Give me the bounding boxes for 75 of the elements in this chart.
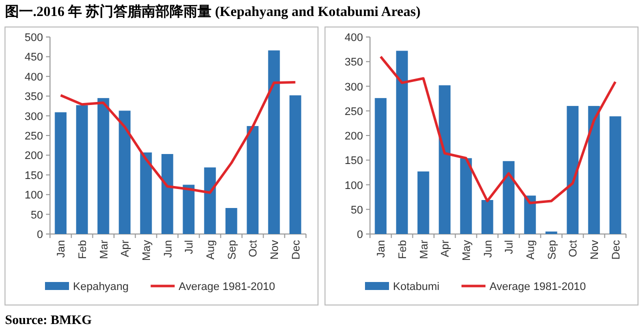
x-tick-label: Nov	[269, 240, 281, 260]
bar	[161, 154, 174, 234]
bar	[502, 161, 515, 234]
x-tick-label: Aug	[205, 240, 217, 260]
x-tick-label: Aug	[525, 240, 537, 260]
x-tick-label: Sep	[546, 240, 558, 260]
source-note: Source: BMKG	[5, 312, 92, 327]
x-tick-label: Oct	[568, 240, 580, 258]
bar	[374, 98, 387, 234]
bar	[438, 85, 451, 234]
y-tick-label: 350	[344, 56, 363, 69]
x-tick-label: Jun	[162, 240, 174, 258]
line-series	[379, 55, 617, 204]
y-tick-label: 250	[344, 106, 363, 118]
y-tick-label: 400	[344, 32, 363, 44]
y-tick-label: 300	[24, 110, 43, 123]
x-tick-label: Jun	[482, 240, 494, 258]
bar	[118, 110, 131, 234]
legend-label: Average 1981-2010	[489, 281, 586, 293]
bar	[289, 95, 302, 234]
x-tick-label: Jan	[376, 240, 388, 258]
y-tick-label: 350	[24, 91, 43, 104]
bar	[76, 105, 88, 234]
x-tick-label: Dec	[610, 240, 622, 260]
bar	[268, 50, 280, 234]
bar	[588, 106, 600, 234]
bar	[396, 50, 408, 234]
chart-title: 图一.2016 年 苏门答腊南部降雨量 (Kepahyang and Kotabumi Areas)	[5, 3, 421, 20]
y-tick-label: 400	[24, 71, 43, 84]
x-tick-label: Apr	[440, 240, 452, 258]
y-tick-label: 450	[24, 52, 43, 64]
bar	[524, 196, 536, 234]
line-series	[59, 81, 297, 194]
bar	[460, 158, 472, 234]
x-tick-label: May	[461, 240, 473, 261]
legend-label: Average 1981-2010	[178, 281, 276, 293]
x-tick-label: Jul	[504, 240, 516, 254]
x-tick-label: Feb	[397, 240, 409, 259]
x-tick-label: Dec	[290, 240, 302, 260]
bar	[481, 200, 494, 234]
x-tick-label: Nov	[589, 240, 601, 260]
bar	[225, 208, 238, 234]
y-tick-label: 50	[350, 204, 363, 216]
x-tick-label: Oct	[248, 240, 260, 258]
y-tick-label: 200	[344, 130, 363, 142]
x-tick-label: Sep	[226, 240, 238, 260]
y-tick-label: 150	[344, 155, 363, 168]
bar	[246, 126, 259, 234]
bar	[97, 98, 110, 234]
y-tick-label: 500	[24, 32, 43, 44]
y-tick-label: 0	[356, 229, 363, 241]
y-tick-label: 200	[24, 150, 43, 162]
bar	[140, 152, 152, 234]
bar	[566, 106, 579, 234]
x-tick-label: Jul	[184, 240, 196, 254]
y-tick-label: 0	[36, 229, 43, 241]
x-tick-label: May	[141, 240, 153, 261]
x-tick-label: Mar	[418, 240, 430, 259]
y-tick-label: 250	[24, 130, 43, 142]
bar	[182, 184, 195, 234]
x-tick-label: Mar	[98, 240, 110, 259]
legend-label: Kepahyang	[73, 281, 129, 293]
bar	[609, 116, 622, 234]
bar	[54, 112, 67, 234]
y-tick-label: 300	[344, 81, 363, 94]
y-tick-label: 50	[30, 209, 43, 222]
x-tick-label: Apr	[120, 240, 132, 258]
x-tick-label: Jan	[56, 240, 68, 258]
y-tick-label: 100	[344, 180, 363, 192]
y-tick-label: 100	[24, 190, 43, 202]
legend-label: Kotabumi	[393, 281, 440, 293]
y-tick-label: 150	[24, 170, 43, 182]
x-tick-label: Feb	[77, 240, 89, 259]
bar	[204, 167, 216, 234]
bar	[417, 171, 430, 234]
